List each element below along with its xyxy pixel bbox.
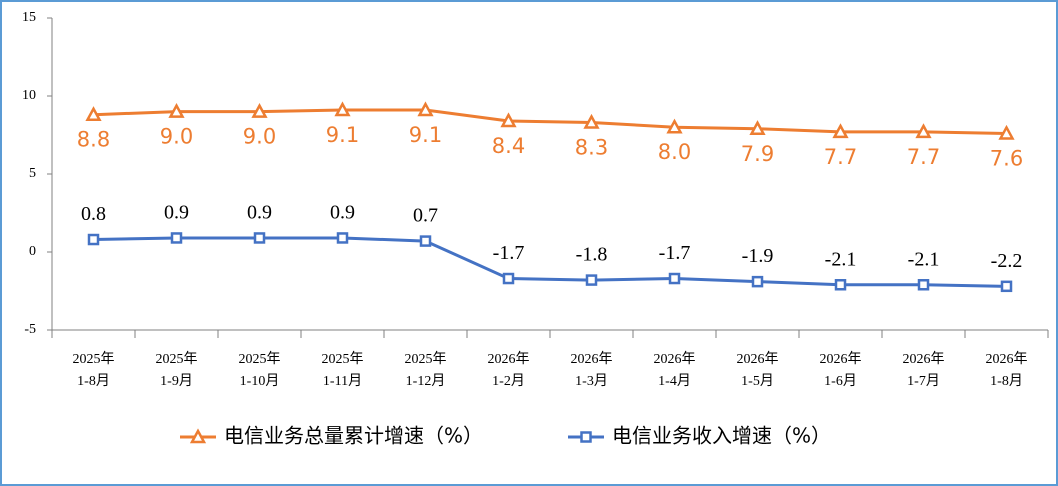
data-label: 0.9 [164,202,189,224]
y-tick-label: 5 [29,166,36,181]
data-point [998,124,1015,140]
series-line [93,236,1007,288]
x-tick-label: 1-6月 [824,373,857,389]
x-tick-label: 1-5月 [741,373,774,389]
data-point [751,275,764,288]
data-label: -2.2 [991,250,1023,272]
data-point [334,101,351,117]
x-tick-label: 2026年 [903,351,945,367]
data-label: 7.7 [907,145,940,169]
x-tick-label: 2026年 [488,351,530,367]
x-tick-label: 2026年 [986,351,1028,367]
data-point [500,112,517,128]
x-tick-label: 2026年 [820,351,862,367]
data-label: 7.7 [824,145,857,169]
data-point [583,113,600,129]
data-point [832,123,849,139]
x-tick-label: 1-8月 [77,373,110,389]
data-label: 0.7 [413,205,438,227]
x-tick-label: 2026年 [654,351,696,367]
data-label: 8.3 [575,136,608,160]
data-label: 7.9 [741,142,774,166]
data-label: 9.0 [243,125,276,149]
x-tick-label: 2025年 [73,351,115,367]
data-point [168,102,185,118]
data-point [170,232,183,244]
data-label: 8.0 [658,140,691,164]
x-tick-label: 2026年 [737,351,779,367]
data-point [85,106,102,121]
data-point [417,101,434,117]
data-point [336,232,349,244]
data-point [502,272,515,285]
data-point [1000,280,1013,293]
data-point [253,232,266,244]
data-label: -1.9 [742,245,774,267]
data-label: 7.6 [990,146,1023,170]
x-tick-label: 1-7月 [907,373,940,389]
x-tick-label: 2026年 [571,351,613,367]
data-point [419,235,432,247]
x-tick-label: 2025年 [239,351,281,367]
data-point [915,123,932,139]
data-point [749,120,766,136]
data-point [668,272,681,285]
data-label: 8.4 [492,134,525,158]
data-label: -1.7 [493,242,525,264]
x-tick-label: 1-12月 [406,373,446,389]
x-tick-label: 2025年 [405,351,447,367]
data-point [189,428,207,444]
data-point [87,233,100,246]
x-tick-label: 1-2月 [492,373,525,389]
series-line [93,108,1007,135]
y-tick-label: 15 [22,10,36,25]
data-label: 8.8 [77,128,110,152]
x-tick-label: 1-11月 [323,373,362,389]
y-tick-label: 10 [22,88,36,103]
x-tick-label: 2025年 [156,351,198,367]
x-tick-label: 2025年 [322,351,364,367]
data-label: 0.8 [81,203,106,225]
data-point [666,118,683,134]
data-label: 0.9 [247,202,272,224]
data-label: 9.0 [160,125,193,149]
legend-label: 电信业务收入增速（%） [612,424,831,448]
y-tick-label: -5 [24,322,36,337]
data-point [580,431,592,443]
x-tick-label: 1-9月 [160,373,193,389]
x-tick-label: 1-3月 [575,373,608,389]
data-label: 0.9 [330,202,355,224]
x-tick-label: 1-8月 [990,373,1023,389]
data-label: 9.1 [409,123,442,147]
legend-label: 电信业务总量累计增速（%） [224,424,483,448]
data-label: -1.8 [576,244,608,266]
data-label: 9.1 [326,123,359,147]
x-tick-label: 1-4月 [658,373,691,389]
y-tick-label: 0 [29,244,36,259]
data-label: -2.1 [825,248,857,270]
data-point [585,274,598,286]
data-label: -2.1 [908,248,940,270]
x-tick-label: 1-10月 [240,373,280,389]
data-point [251,102,268,118]
data-point [834,279,847,291]
data-point [917,279,930,291]
data-label: -1.7 [659,242,691,264]
